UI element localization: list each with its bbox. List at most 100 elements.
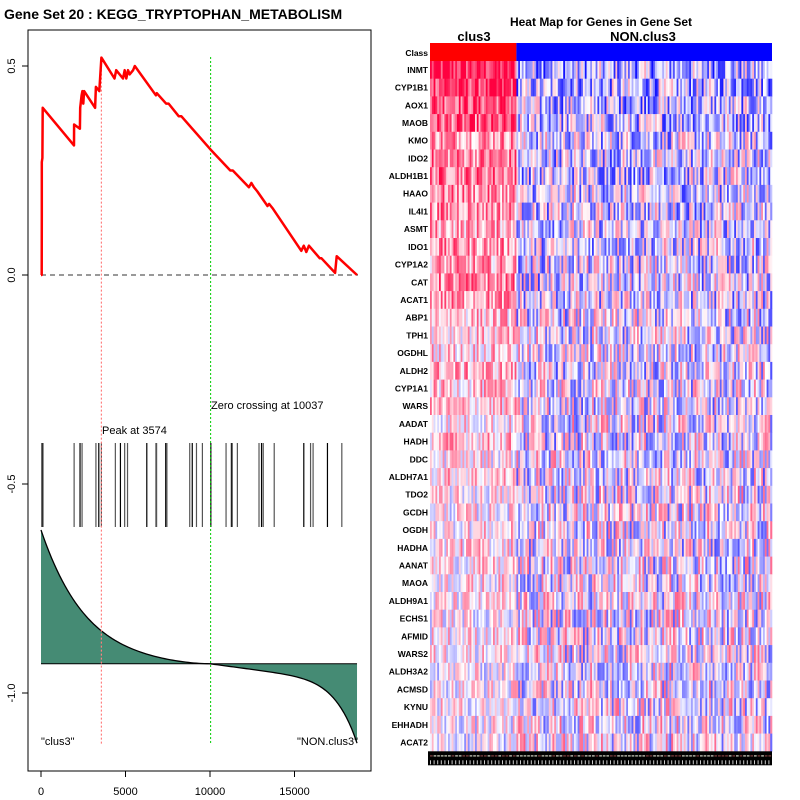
heatmap-cell: [721, 114, 724, 133]
heatmap-cell: [633, 114, 636, 133]
heatmap-cell: [626, 379, 629, 398]
heatmap-cell: [494, 432, 497, 451]
heatmap-cell: [433, 485, 436, 504]
heatmap-cell: [667, 379, 670, 398]
heatmap-cell: [723, 468, 726, 487]
heatmap-cell: [705, 184, 708, 203]
heatmap-cell: [561, 485, 564, 504]
heatmap-cell: [676, 415, 679, 433]
heatmap-cell: [638, 468, 641, 487]
heatmap-cell: [541, 255, 544, 274]
heatmap-cell: [485, 397, 488, 416]
heatmap-cell: [575, 96, 578, 115]
heatmap-cell: [458, 131, 461, 150]
heatmap-cell: [705, 167, 708, 186]
heatmap-cell: [664, 468, 667, 487]
heatmap-cell: [736, 379, 739, 398]
heatmap-cell: [678, 131, 681, 150]
heatmap-cell: [448, 503, 451, 522]
heatmap-cell: [739, 344, 742, 363]
heatmap-cell: [496, 308, 499, 327]
heatmap-cell: [721, 96, 724, 115]
heatmap-cell: [655, 485, 658, 504]
heatmap-cell: [509, 96, 512, 115]
heatmap-cell: [683, 450, 686, 469]
heatmap-cell: [712, 255, 715, 274]
heatmap-cell: [574, 415, 577, 433]
heatmap-cell: [770, 273, 773, 292]
heatmap-cell: [581, 361, 584, 380]
heatmap-cell: [741, 273, 744, 292]
heatmap-cell: [557, 344, 560, 363]
heatmap-cell: [730, 361, 733, 380]
heatmap-cell: [565, 503, 568, 522]
heatmap-cell: [664, 291, 667, 310]
heatmap-cell: [568, 220, 571, 239]
heatmap-cell: [637, 291, 640, 310]
heatmap-cell: [485, 273, 488, 292]
heatmap-cell: [439, 202, 442, 221]
heatmap-cell: [484, 326, 487, 345]
heatmap-cell: [764, 361, 767, 380]
heatmap-cell: [550, 114, 553, 133]
heatmap-cell: [768, 450, 771, 469]
heatmap-cell: [554, 149, 557, 168]
heatmap-cell: [606, 415, 609, 433]
heatmap-cell: [487, 255, 490, 274]
heatmap-cell: [608, 326, 611, 345]
heatmap-cell: [566, 96, 569, 115]
heatmap-cell: [682, 255, 685, 274]
heatmap-cell: [646, 291, 649, 310]
heatmap-cell: [637, 308, 640, 327]
heatmap-cell: [536, 450, 539, 469]
heatmap-cell: [674, 96, 677, 115]
heatmap-cell: [494, 397, 497, 416]
heatmap-cell: [615, 379, 618, 398]
heatmap-cell: [770, 167, 773, 186]
heatmap-cell: [536, 114, 539, 133]
heatmap-cell: [491, 397, 494, 416]
heatmap-cell: [593, 379, 596, 398]
heatmap-cell: [716, 273, 719, 292]
heatmap-cell: [520, 184, 523, 203]
heatmap-cell: [538, 379, 541, 398]
heatmap-cell: [763, 61, 766, 79]
heatmap-cell: [482, 308, 485, 327]
heatmap-cell: [737, 131, 740, 150]
heatmap-cell: [752, 432, 755, 451]
heatmap-cell: [694, 468, 697, 487]
heatmap-cell: [759, 220, 762, 239]
heatmap-cell: [529, 415, 532, 433]
heatmap-cell: [714, 61, 717, 79]
heatmap-cell: [518, 379, 521, 398]
heatmap-cell: [743, 273, 746, 292]
heatmap-cell: [529, 202, 532, 221]
heatmap-cell: [433, 291, 436, 310]
heatmap-cell: [557, 238, 560, 256]
heatmap-cell: [529, 344, 532, 363]
heatmap-cell: [732, 202, 735, 221]
heatmap-cell: [617, 220, 620, 239]
heatmap-cell: [480, 432, 483, 451]
heatmap-cell: [716, 326, 719, 345]
heatmap-cell: [642, 361, 645, 380]
heatmap-cell: [687, 167, 690, 186]
heatmap-cell: [487, 96, 490, 115]
heatmap-cell: [592, 255, 595, 274]
heatmap-cell: [655, 344, 658, 363]
heatmap-cell: [507, 379, 510, 398]
heatmap-cell: [489, 149, 492, 168]
heatmap-cell: [516, 114, 519, 133]
heatmap-cell: [741, 61, 744, 79]
heatmap-cell: [491, 220, 494, 239]
heatmap-cell: [431, 291, 434, 310]
heatmap-cell: [640, 344, 643, 363]
heatmap-cell: [458, 114, 461, 133]
heatmap-cell: [572, 379, 575, 398]
heatmap-cell: [541, 167, 544, 186]
heatmap-cell: [469, 291, 472, 310]
heatmap-cell: [617, 344, 620, 363]
heatmap-cell: [430, 308, 433, 327]
heatmap-cell: [655, 114, 658, 133]
heatmap-cell: [730, 96, 733, 115]
